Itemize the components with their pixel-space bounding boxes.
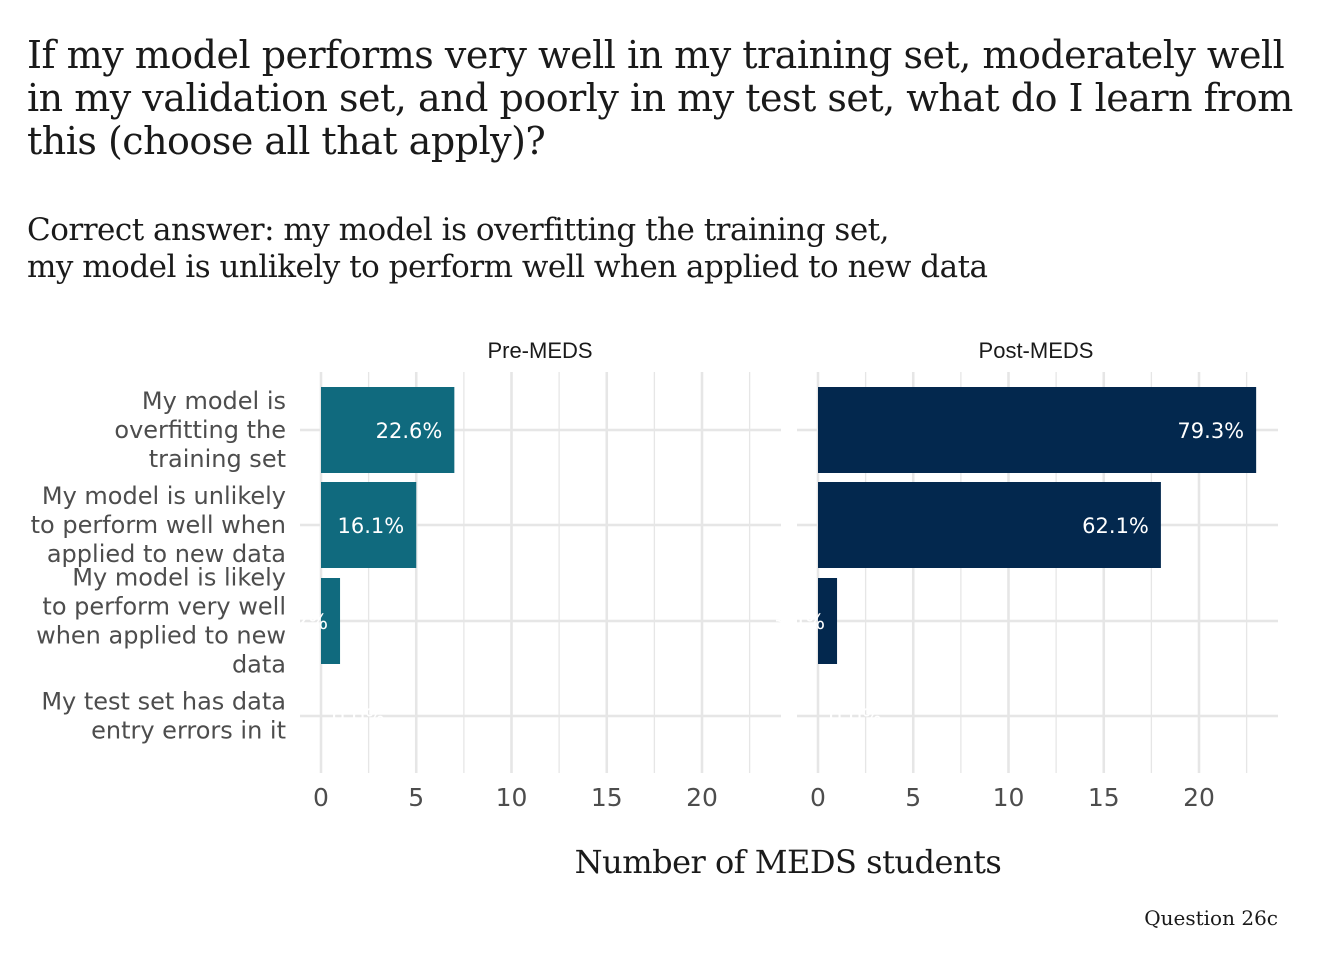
y-category-label: My model is unlikely [42, 482, 286, 510]
y-category-label: applied to new data [47, 540, 286, 568]
x-tick-label: 5 [905, 783, 921, 812]
bar-data-label: 3.4% [772, 610, 825, 634]
y-category-label: My test set has data [41, 688, 286, 716]
y-category-label: to perform well when [31, 511, 286, 539]
title-line: this (choose all that apply)? [27, 119, 546, 163]
x-tick-label: 20 [686, 783, 718, 812]
y-category-label: My model is [142, 387, 286, 415]
subtitle-line: Correct answer: my model is overfitting … [27, 212, 889, 248]
bar-data-label: 3.2% [275, 610, 328, 634]
y-category-label: data [232, 651, 286, 679]
x-tick-label: 15 [591, 783, 623, 812]
bar [321, 482, 417, 568]
x-tick-label: 20 [1183, 783, 1215, 812]
title-line: If my model performs very well in my tra… [27, 33, 1285, 77]
bar-data-label: 62.1% [1082, 514, 1149, 538]
bar-data-label: 79.3% [1177, 419, 1244, 443]
x-tick-label: 15 [1088, 783, 1120, 812]
x-axis-label: Number of MEDS students [574, 843, 1002, 881]
chart-subtitle: Correct answer: my model is overfitting … [27, 212, 1327, 286]
caption: Question 26c [1144, 906, 1278, 930]
bar-data-label: 16.1% [338, 514, 405, 538]
y-category-label: entry errors in it [91, 717, 286, 745]
bar-data-label: 0.0% [829, 705, 882, 729]
y-category-label: when applied to new [36, 622, 286, 650]
x-tick-label: 10 [993, 783, 1025, 812]
title-line: in my validation set, and poorly in my t… [27, 76, 1293, 120]
y-category-label: to perform very well [42, 593, 286, 621]
bar [818, 482, 1161, 568]
x-tick-label: 10 [496, 783, 528, 812]
facet-strip-label: Pre-MEDS [487, 338, 592, 363]
chart-title: If my model performs very well in my tra… [27, 34, 1344, 163]
bar-data-label: 0.0% [332, 705, 385, 729]
y-category-label: training set [149, 445, 286, 473]
bar [818, 578, 838, 664]
y-category-label: overfitting the [114, 416, 286, 444]
bar [818, 387, 1257, 473]
bar [321, 578, 341, 664]
subtitle-line: my model is unlikely to perform well whe… [27, 249, 988, 285]
x-tick-label: 5 [408, 783, 424, 812]
facet-strip-label: Post-MEDS [979, 338, 1094, 363]
bar-data-label: 22.6% [376, 419, 443, 443]
y-category-label: My model is likely [72, 564, 286, 592]
bar [321, 387, 455, 473]
x-tick-label: 0 [810, 783, 826, 812]
x-tick-label: 0 [313, 783, 329, 812]
